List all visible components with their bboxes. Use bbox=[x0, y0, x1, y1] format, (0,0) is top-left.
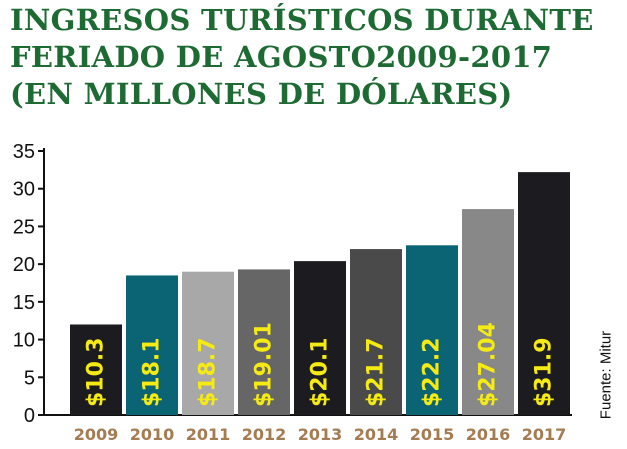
x-tick-label: 2015 bbox=[410, 425, 455, 444]
bar bbox=[70, 324, 122, 415]
bar bbox=[406, 245, 458, 415]
y-tick-label: 15 bbox=[13, 292, 35, 314]
bar bbox=[238, 269, 290, 415]
bar bbox=[462, 209, 514, 415]
x-tick-label: 2011 bbox=[186, 425, 231, 444]
bar bbox=[126, 275, 178, 415]
x-tick-label: 2013 bbox=[298, 425, 343, 444]
x-tick-label: 2009 bbox=[74, 425, 119, 444]
y-tick-label: 30 bbox=[13, 179, 35, 201]
bar bbox=[350, 249, 402, 415]
source-note: Fuente: Mitur bbox=[597, 330, 615, 420]
y-tick-label: 10 bbox=[13, 330, 35, 352]
chart-title-line-2: FERIADO DE AGOSTO2009-2017 bbox=[10, 40, 553, 74]
x-tick-label: 2016 bbox=[466, 425, 511, 444]
bar-value-label: $20.1 bbox=[308, 337, 333, 407]
bar-value-label: $18.7 bbox=[196, 337, 221, 407]
y-tick-label: 20 bbox=[13, 254, 35, 276]
bar-value-label: $19.01 bbox=[252, 322, 277, 407]
y-tick-label: 35 bbox=[13, 141, 35, 163]
bar-value-label: $18.1 bbox=[140, 337, 165, 407]
bar bbox=[182, 271, 234, 415]
bar-value-label: $10.3 bbox=[84, 337, 109, 407]
x-tick-label: 2010 bbox=[130, 425, 175, 444]
bar bbox=[294, 261, 346, 415]
bar-value-label: $27.04 bbox=[476, 322, 501, 407]
y-tick-label: 5 bbox=[24, 367, 35, 389]
x-tick-label: 2012 bbox=[242, 425, 287, 444]
chart-title: INGRESOS TURÍSTICOS DURANTE FERIADO DE A… bbox=[10, 2, 610, 113]
bar-value-label: $31.9 bbox=[532, 337, 557, 407]
y-tick-label: 25 bbox=[13, 216, 35, 238]
x-tick-label: 2014 bbox=[354, 425, 399, 444]
bar-value-label: $22.2 bbox=[420, 337, 445, 407]
chart-title-line-3: (EN MILLONES DE DÓLARES) bbox=[10, 77, 513, 111]
x-tick-label: 2017 bbox=[522, 425, 567, 444]
bar-value-label: $21.7 bbox=[364, 337, 389, 407]
bar bbox=[518, 172, 570, 415]
chart-title-line-1: INGRESOS TURÍSTICOS DURANTE bbox=[10, 3, 594, 37]
y-tick-label: 0 bbox=[24, 405, 35, 427]
